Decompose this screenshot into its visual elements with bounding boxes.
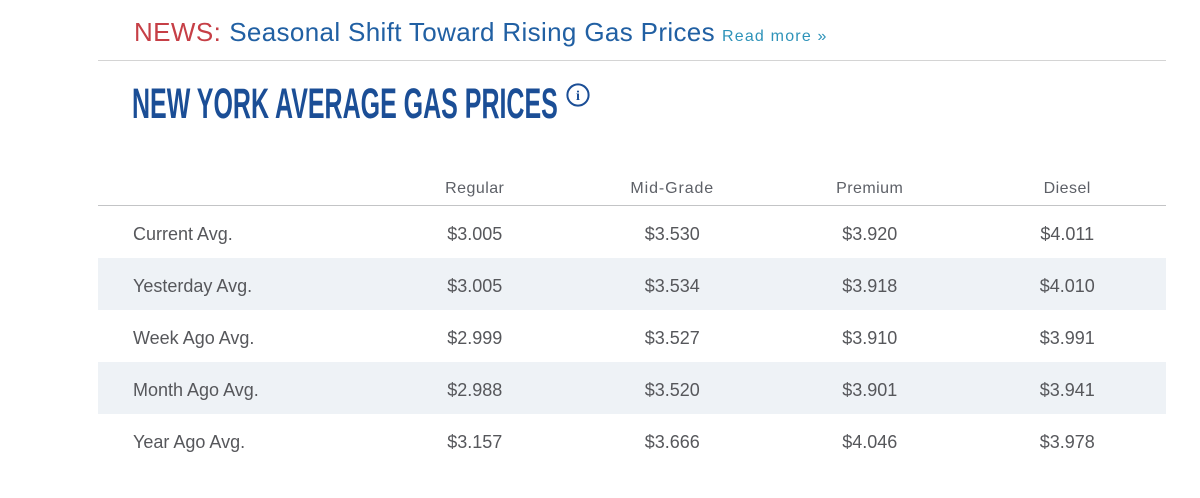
svg-text:i: i <box>576 88 580 103</box>
